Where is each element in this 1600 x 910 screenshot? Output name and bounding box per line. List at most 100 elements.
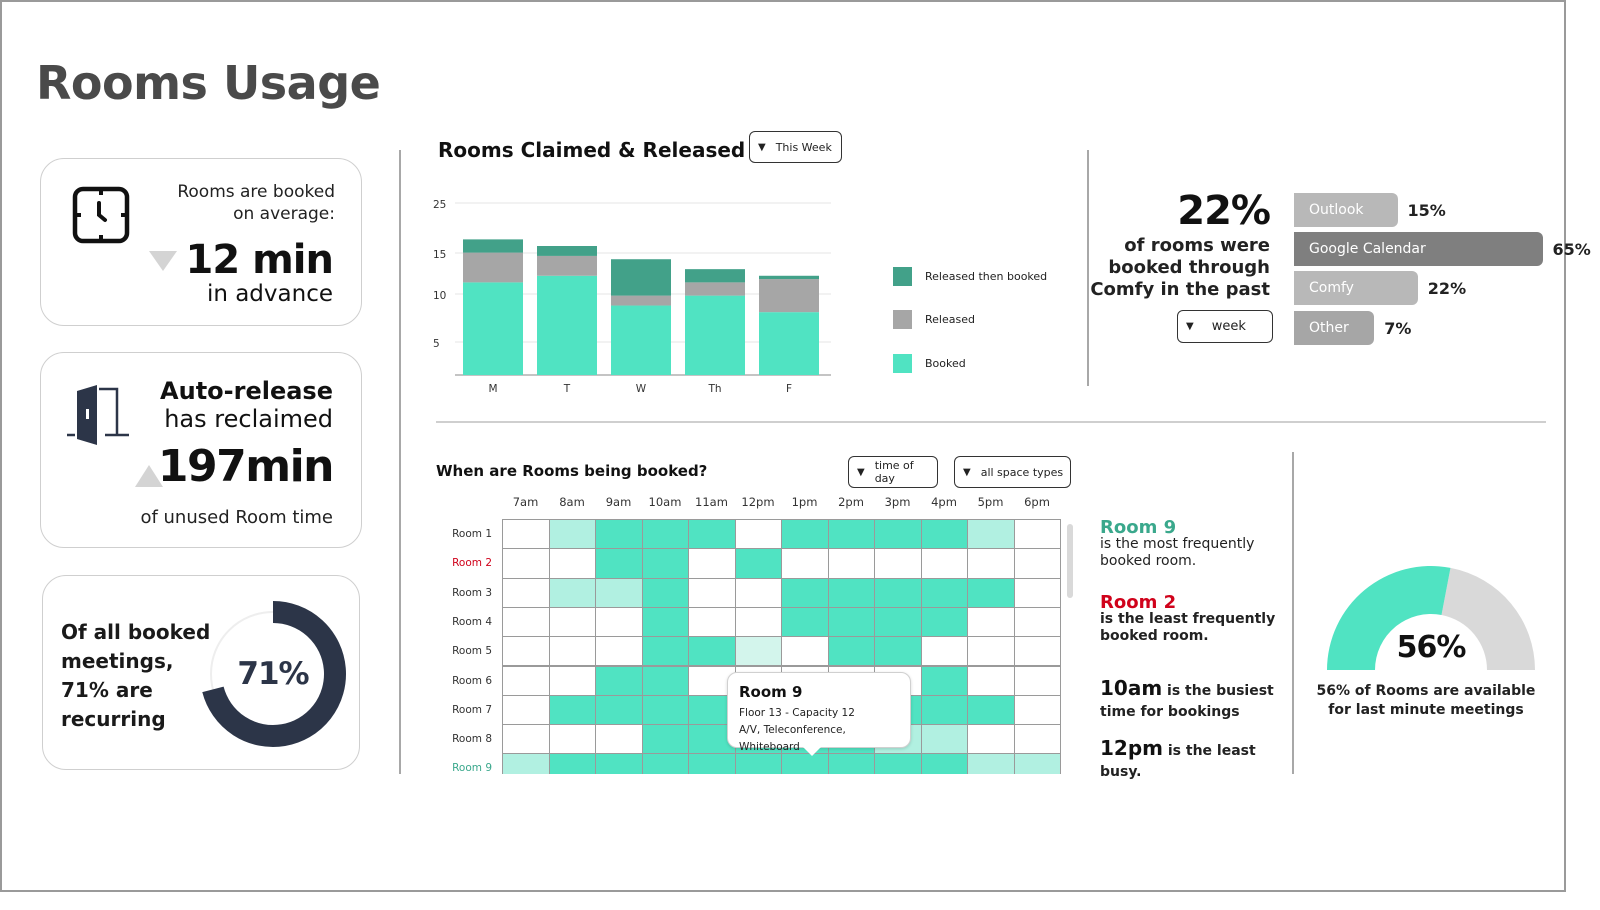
heatmap-cell[interactable]: [1013, 694, 1061, 726]
heatmap-cell[interactable]: [920, 724, 968, 755]
heatmap-cell[interactable]: [688, 753, 736, 774]
source-period-dropdown[interactable]: ▼ week: [1177, 310, 1273, 343]
heatmap-cell[interactable]: [967, 577, 1015, 608]
heatmap-cell[interactable]: [781, 753, 829, 774]
heatmap-cell[interactable]: [1013, 665, 1061, 696]
heatmap-cell[interactable]: [641, 753, 689, 774]
week-range-dropdown[interactable]: ▼ This Week: [749, 131, 842, 163]
heatmap-cell[interactable]: [827, 753, 875, 774]
heatmap-cell[interactable]: [874, 606, 922, 638]
heatmap-cell[interactable]: [1013, 548, 1061, 579]
heatmap-cell[interactable]: [734, 577, 782, 608]
heatmap-cell[interactable]: [781, 636, 829, 667]
heatmap-cell[interactable]: [502, 665, 550, 696]
heatmap-cell[interactable]: [781, 548, 829, 579]
heatmap-cell[interactable]: [502, 694, 550, 726]
heatmap-cell[interactable]: [920, 665, 968, 696]
heatmap-cell[interactable]: [688, 606, 736, 638]
heatmap-cell[interactable]: [920, 519, 968, 550]
heatmap-cell[interactable]: [827, 636, 875, 667]
heatmap-cell[interactable]: [920, 694, 968, 726]
heatmap-cell[interactable]: [641, 548, 689, 579]
heatmap-cell[interactable]: [595, 636, 643, 667]
heatmap-cell[interactable]: [1013, 636, 1061, 667]
heatmap-cell[interactable]: [734, 548, 782, 579]
heatmap-cell[interactable]: [502, 724, 550, 755]
heatmap-cell[interactable]: [502, 548, 550, 579]
heatmap-cell[interactable]: [734, 636, 782, 667]
heatmap-cell[interactable]: [502, 519, 550, 550]
heatmap-cell[interactable]: [967, 519, 1015, 550]
heatmap-cell[interactable]: [920, 606, 968, 638]
heatmap-cell[interactable]: [548, 548, 596, 579]
heatmap-cell[interactable]: [548, 753, 596, 774]
heatmap-cell[interactable]: [874, 577, 922, 608]
heatmap-cell[interactable]: [827, 519, 875, 550]
heatmap-cell[interactable]: [874, 636, 922, 667]
heatmap-cell[interactable]: [502, 636, 550, 667]
heatmap-cell[interactable]: [641, 694, 689, 726]
heatmap-cell[interactable]: [641, 665, 689, 696]
heatmap-cell[interactable]: [967, 694, 1015, 726]
heatmap-cell[interactable]: [641, 519, 689, 550]
heatmap-cell[interactable]: [1013, 519, 1061, 550]
heatmap-cell[interactable]: [874, 519, 922, 550]
heatmap-cell[interactable]: [688, 636, 736, 667]
heatmap-cell[interactable]: [641, 636, 689, 667]
heatmap-cell[interactable]: [548, 724, 596, 755]
heatmap-cell[interactable]: [595, 724, 643, 755]
heatmap-cell[interactable]: [595, 548, 643, 579]
heatmap-cell[interactable]: [1013, 753, 1061, 774]
heatmap-cell[interactable]: [595, 694, 643, 726]
heatmap-cell[interactable]: [548, 577, 596, 608]
heatmap-cell[interactable]: [734, 606, 782, 638]
legend-released-then-booked: Released then booked: [893, 267, 1047, 286]
bar-released-then-booked: [463, 239, 523, 253]
heatmap-cell[interactable]: [641, 606, 689, 638]
heatmap-cell[interactable]: [874, 753, 922, 774]
heatmap-cell[interactable]: [920, 753, 968, 774]
heatmap-cell[interactable]: [688, 519, 736, 550]
heatmap-cell[interactable]: [641, 724, 689, 755]
heatmap-cell[interactable]: [781, 606, 829, 638]
heatmap-cell[interactable]: [874, 548, 922, 579]
heatmap-cell[interactable]: [688, 577, 736, 608]
heatmap-cell[interactable]: [967, 636, 1015, 667]
heatmap-cell[interactable]: [734, 753, 782, 774]
heatmap-cell[interactable]: [1013, 724, 1061, 755]
heatmap-cell[interactable]: [548, 694, 596, 726]
heatmap-cell[interactable]: [967, 753, 1015, 774]
heatmap-cell[interactable]: [967, 548, 1015, 579]
heatmap-cell[interactable]: [967, 606, 1015, 638]
heatmap-cell[interactable]: [502, 606, 550, 638]
heatmap-cell[interactable]: [920, 577, 968, 608]
heatmap-cell[interactable]: [548, 636, 596, 667]
heatmap-cell[interactable]: [595, 753, 643, 774]
heatmap-cell[interactable]: [827, 548, 875, 579]
heatmap-cell[interactable]: [1013, 577, 1061, 608]
heatmap-cell[interactable]: [595, 606, 643, 638]
heatmap-cell[interactable]: [734, 519, 782, 550]
heatmap-cell[interactable]: [827, 577, 875, 608]
heatmap-cell[interactable]: [827, 606, 875, 638]
heatmap-cell[interactable]: [502, 577, 550, 608]
heatmap-cell[interactable]: [595, 519, 643, 550]
heatmap-cell[interactable]: [595, 577, 643, 608]
heatmap-cell[interactable]: [781, 577, 829, 608]
time-of-day-dropdown[interactable]: ▼ time of day: [848, 456, 938, 488]
heatmap-cell[interactable]: [688, 548, 736, 579]
heatmap-cell[interactable]: [920, 548, 968, 579]
heatmap-cell[interactable]: [548, 519, 596, 550]
heatmap-cell[interactable]: [502, 753, 550, 774]
heatmap-cell[interactable]: [781, 519, 829, 550]
heatmap-cell[interactable]: [548, 606, 596, 638]
heatmap-scrollbar[interactable]: [1067, 524, 1073, 598]
space-type-dropdown[interactable]: ▼ all space types: [954, 456, 1071, 488]
heatmap-cell[interactable]: [595, 665, 643, 696]
heatmap-cell[interactable]: [967, 665, 1015, 696]
heatmap-cell[interactable]: [920, 636, 968, 667]
heatmap-cell[interactable]: [548, 665, 596, 696]
heatmap-cell[interactable]: [641, 577, 689, 608]
heatmap-cell[interactable]: [967, 724, 1015, 755]
heatmap-cell[interactable]: [1013, 606, 1061, 638]
